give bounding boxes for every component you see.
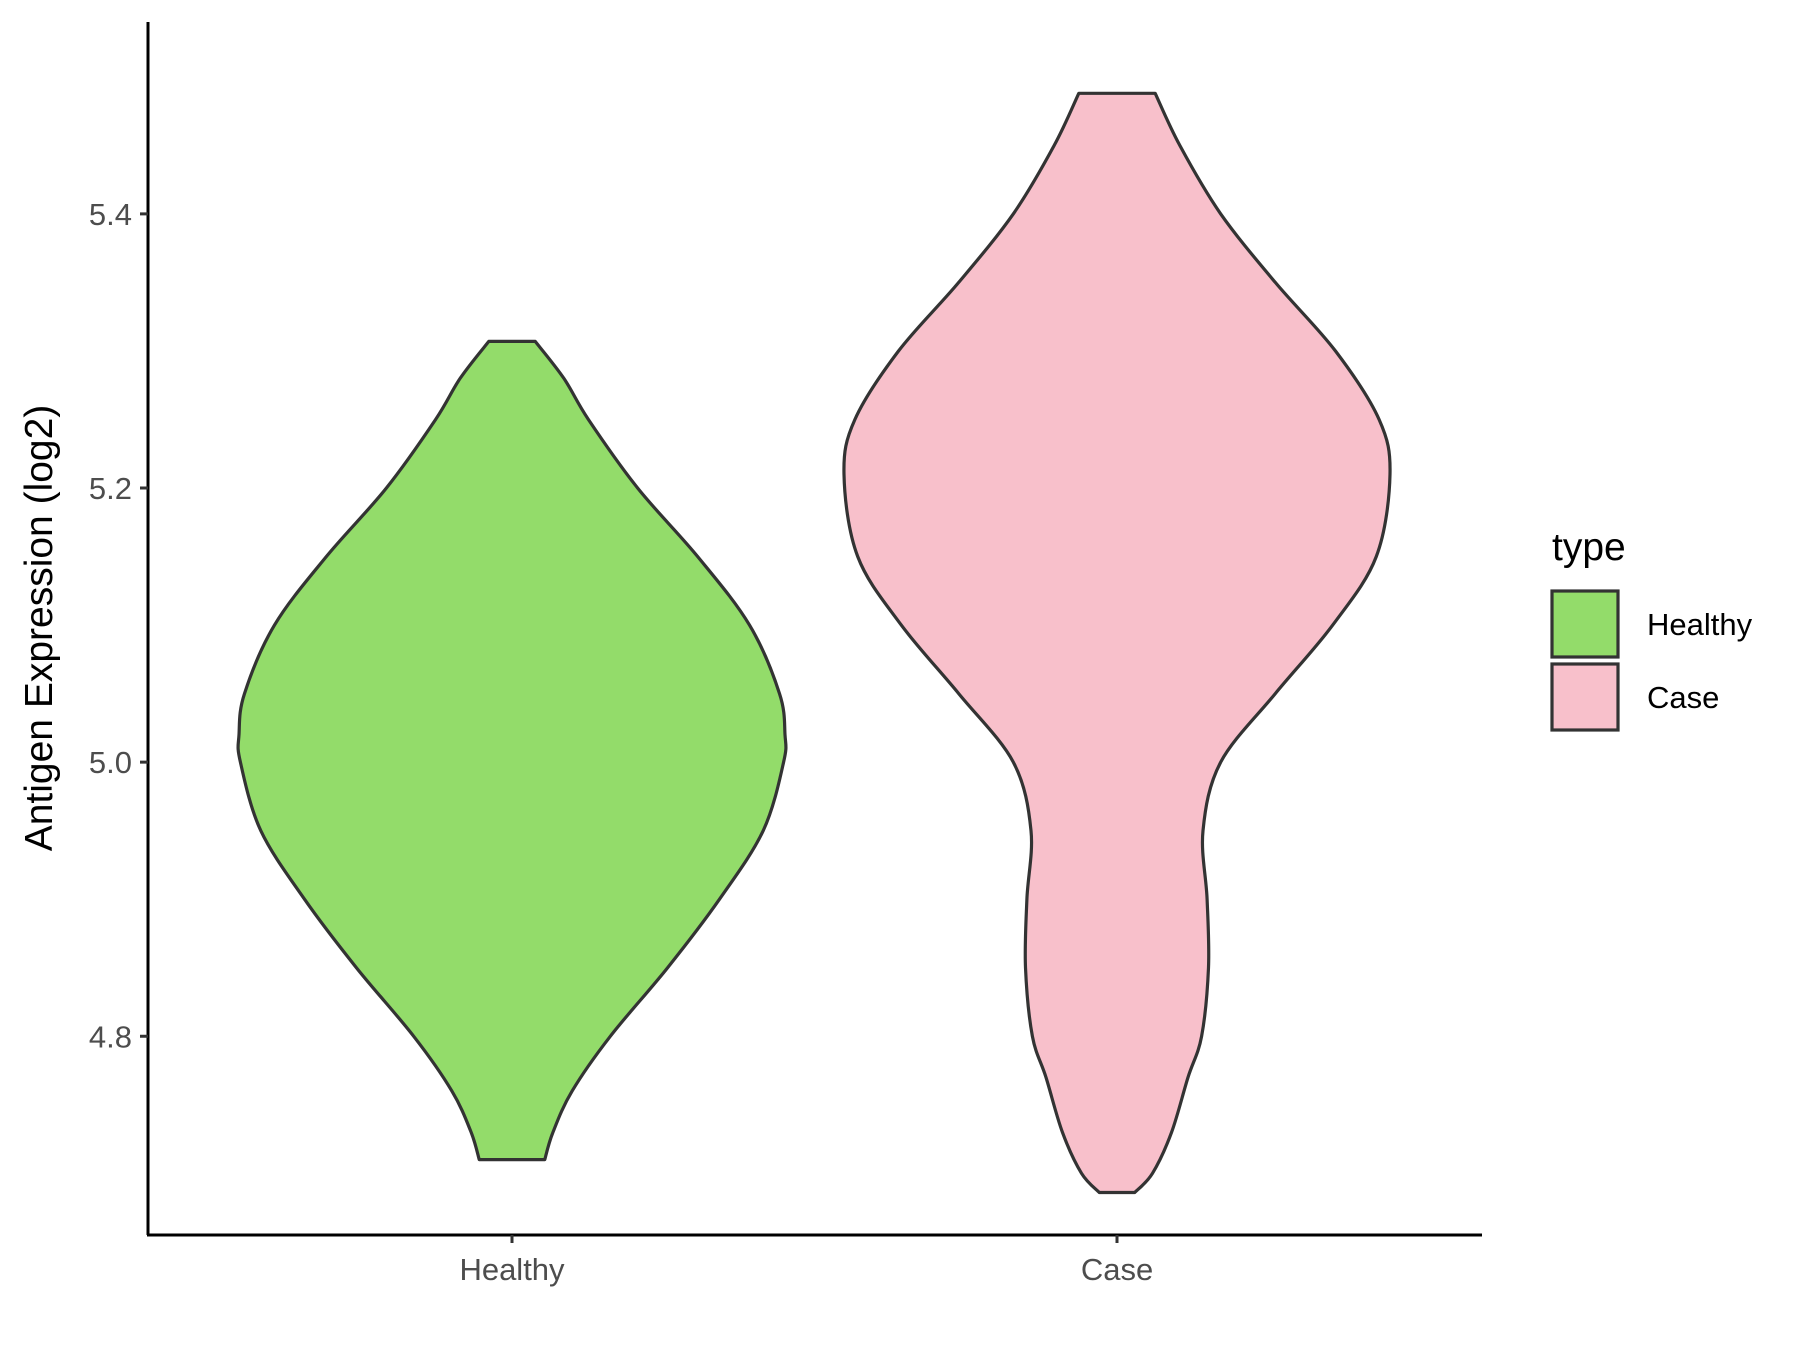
legend-label-healthy: Healthy bbox=[1647, 607, 1753, 642]
y-tick-label-5-0: 5.0 bbox=[89, 745, 132, 780]
legend-title: type bbox=[1552, 526, 1626, 569]
y-tick-label-5-4: 5.4 bbox=[89, 197, 132, 232]
violin-layer bbox=[236, 91, 1392, 1195]
y-tick-label-5-2: 5.2 bbox=[89, 471, 132, 506]
violin-healthy bbox=[236, 339, 788, 1162]
y-tick-label-4-8: 4.8 bbox=[89, 1019, 132, 1054]
violin-case bbox=[842, 91, 1392, 1195]
y-axis-title: Antigen Expression (log2) bbox=[18, 405, 61, 852]
legend-key-case bbox=[1550, 662, 1620, 732]
legend-key-healthy bbox=[1550, 589, 1620, 659]
y-axis-ticks: 4.8 5.0 5.2 5.4 bbox=[89, 197, 148, 1054]
legend-label-case: Case bbox=[1647, 680, 1719, 715]
x-tick-label-healthy: Healthy bbox=[459, 1252, 565, 1287]
x-axis-ticks: Healthy Case bbox=[459, 1235, 1153, 1287]
legend: type Healthy Case bbox=[1550, 526, 1753, 732]
x-tick-label-case: Case bbox=[1081, 1252, 1153, 1287]
